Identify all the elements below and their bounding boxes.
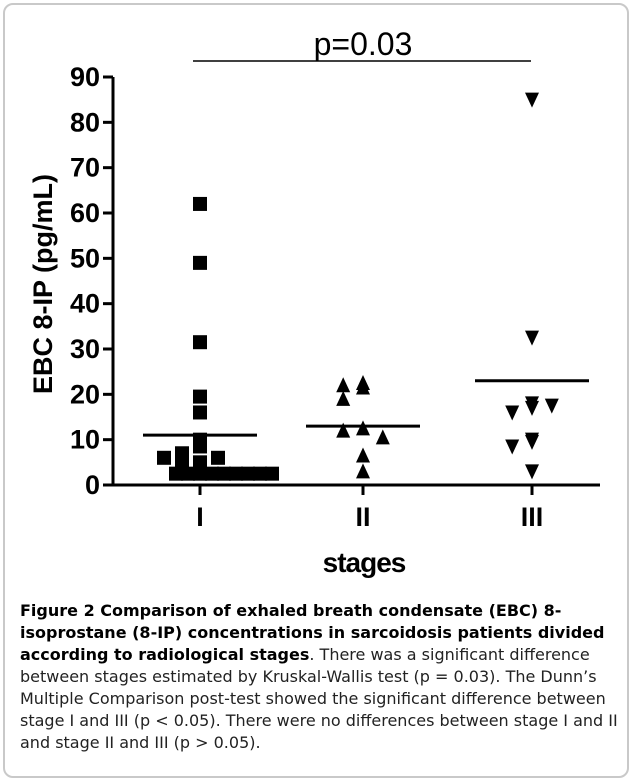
stage-i-point: [193, 196, 207, 211]
x-tick-label: III: [521, 502, 544, 532]
stage-i-point: [241, 466, 255, 481]
stage-i-point: [265, 466, 279, 481]
stage-i-point: [193, 405, 207, 420]
y-tick-label: 0: [85, 470, 100, 500]
stage-i-point: [205, 466, 219, 481]
stage-ii-point: [356, 379, 370, 395]
stage-ii-point: [356, 447, 370, 463]
stage-i-point: [217, 466, 231, 481]
x-tick-label: II: [355, 502, 370, 532]
figure-frame: [3, 3, 629, 778]
stage-ii-point: [356, 420, 370, 436]
p-value-label: p=0.03: [314, 26, 413, 62]
stage-iii-point: [525, 330, 539, 346]
y-tick-label: 10: [70, 425, 100, 455]
stage-i-point: [157, 450, 171, 465]
stage-i-point: [253, 466, 267, 481]
y-tick-label: 60: [70, 198, 100, 228]
y-tick-label: 30: [70, 334, 100, 364]
stage-ii-point: [375, 429, 390, 445]
stage-iii-point: [544, 398, 559, 414]
stage-iii-point: [525, 464, 539, 480]
y-axis-label: EBC 8-IP (pg/mL): [28, 174, 58, 394]
x-tick-label: I: [196, 502, 204, 532]
stage-iii-point: [505, 405, 520, 421]
y-tick-label: 80: [70, 107, 100, 137]
stage-iii-point: [525, 92, 539, 108]
significance-annotation: p=0.03: [193, 26, 531, 62]
stage-i-point: [211, 450, 225, 465]
y-tick-label: 70: [70, 153, 100, 183]
stage-i-point: [193, 389, 207, 404]
caption-text: . There was a significant difference bet…: [20, 645, 618, 752]
stage-i-point: [193, 466, 207, 481]
y-axis: 0 10 20 30 40 50 60 70 80 90: [70, 62, 115, 500]
figure-caption: Figure 2 Comparison of exhaled breath co…: [20, 600, 618, 754]
stage-i-point: [181, 466, 195, 481]
x-axis-label: stages: [323, 547, 406, 578]
stage-i-point: [229, 466, 243, 481]
stage-ii-point: [336, 390, 351, 406]
stage-i-point: [193, 455, 207, 470]
stage-ii-point: [336, 377, 351, 393]
stage-iii-point: [505, 439, 520, 455]
stage-ii-point: [336, 422, 351, 438]
data-points: [157, 92, 559, 481]
stage-i-point: [175, 455, 189, 470]
stage-iii-point: [525, 400, 539, 416]
stage-ii-point: [356, 463, 370, 479]
caption-title: Figure 2 Comparison of exhaled breath co…: [20, 601, 605, 664]
stage-i-point: [193, 439, 207, 454]
stage-i-point: [193, 255, 207, 270]
stage-iii-point: [525, 434, 539, 450]
x-axis: I II III: [113, 483, 600, 532]
stage-i-point: [193, 335, 207, 350]
group-means: [143, 379, 589, 437]
stage-i-point: [169, 466, 183, 481]
y-tick-label: 90: [70, 62, 100, 92]
y-tick-label: 40: [70, 289, 100, 319]
y-tick-label: 20: [70, 379, 100, 409]
y-tick-label: 50: [70, 243, 100, 273]
